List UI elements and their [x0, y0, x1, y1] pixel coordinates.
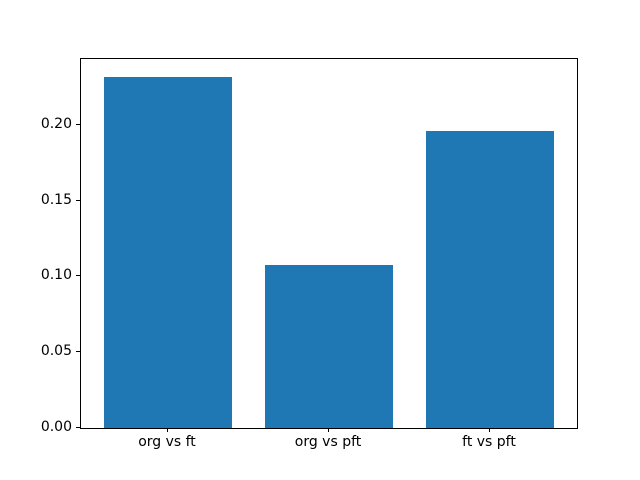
y-tick-mark: [76, 275, 80, 277]
y-tick-label: 0.05: [40, 342, 72, 359]
bar-org-vs-pft: [264, 264, 394, 428]
plot-area: [80, 58, 578, 429]
bar-ft-vs-pft: [425, 131, 555, 428]
y-tick-mark: [76, 350, 80, 352]
x-tick-mark: [166, 428, 168, 432]
y-tick-label: 0.20: [40, 115, 72, 132]
y-tick-label: 0.10: [40, 267, 72, 284]
x-tick-label: org vs pft: [294, 434, 362, 450]
y-tick-mark: [76, 426, 80, 428]
x-tick-mark: [488, 428, 490, 432]
y-tick-label: 0.00: [40, 418, 72, 435]
x-tick-mark: [327, 428, 329, 432]
y-tick-mark: [76, 123, 80, 125]
y-tick-mark: [76, 199, 80, 201]
y-tick-label: 0.15: [40, 191, 72, 208]
x-tick-label: org vs ft: [138, 434, 196, 450]
x-tick-label: ft vs pft: [462, 434, 516, 450]
bar-org-vs-ft: [103, 76, 233, 428]
